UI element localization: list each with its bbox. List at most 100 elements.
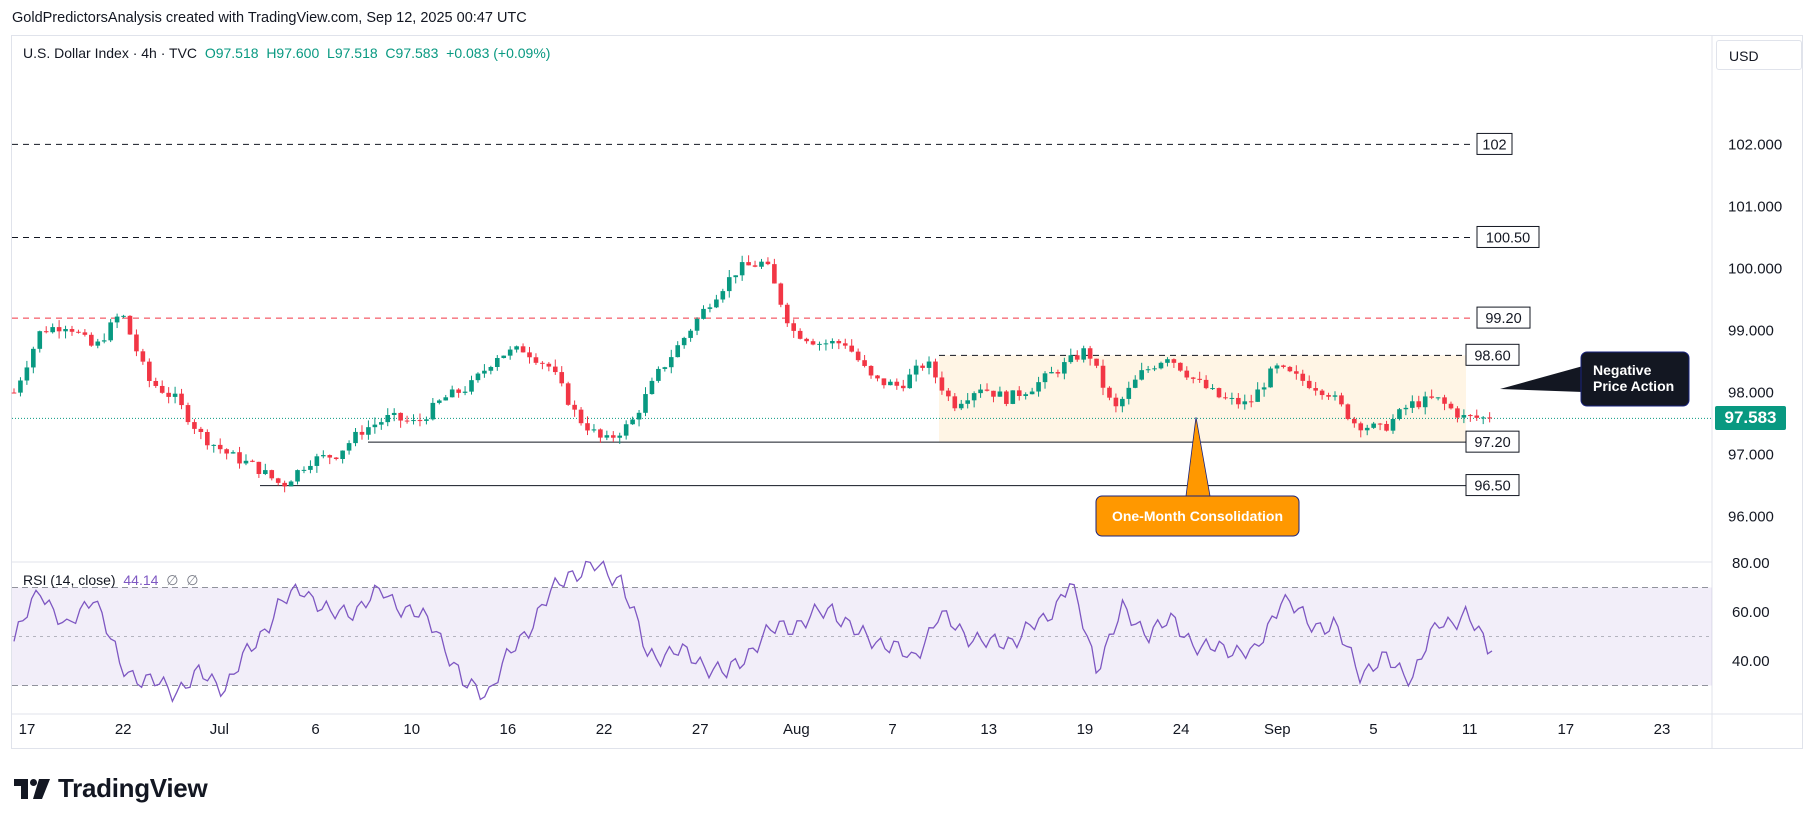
candle <box>1203 375 1209 390</box>
candle-body <box>1055 372 1061 374</box>
candle <box>1042 371 1048 389</box>
candle <box>772 258 777 284</box>
candle <box>585 416 590 436</box>
candle <box>1010 390 1016 405</box>
candle-body <box>301 469 307 471</box>
candle <box>1158 361 1164 370</box>
candle-body <box>1397 409 1402 420</box>
candle <box>501 355 507 359</box>
price-tick-label: 97.000 <box>1728 447 1774 464</box>
candle-body <box>430 402 436 420</box>
candle <box>333 457 339 461</box>
candle-body <box>1339 395 1344 405</box>
candle-body <box>1197 378 1202 380</box>
candle-body <box>263 470 268 474</box>
candle <box>1287 365 1293 373</box>
candle-body <box>56 327 62 332</box>
candle <box>37 330 43 353</box>
candle-body <box>1442 397 1447 404</box>
candle-body <box>894 381 900 386</box>
candle-body <box>810 341 816 345</box>
candle <box>1274 363 1280 374</box>
candle <box>366 420 371 440</box>
candle <box>1016 386 1022 401</box>
candle-body <box>1062 362 1067 374</box>
candle <box>1197 371 1202 383</box>
candle-body <box>269 470 275 479</box>
candle <box>1448 401 1454 410</box>
candle-body <box>714 299 719 308</box>
price-tick-label: 98.000 <box>1728 385 1774 402</box>
candle-body <box>1313 388 1318 391</box>
candle-body <box>192 422 197 429</box>
rsi-tick-label: 80.00 <box>1732 555 1770 572</box>
candle <box>1171 358 1177 368</box>
candle <box>95 338 101 349</box>
candle-body <box>321 455 326 457</box>
currency-unit-button[interactable]: USD <box>1716 40 1802 70</box>
candle-body <box>881 378 887 386</box>
candle <box>101 333 107 344</box>
candle-body <box>707 307 713 309</box>
candle <box>1345 403 1351 421</box>
candle <box>488 365 494 375</box>
candle-body <box>726 277 732 292</box>
tradingview-brand[interactable]: TradingView <box>14 773 208 804</box>
candle-body <box>1100 365 1106 388</box>
candle <box>578 407 584 426</box>
level-label: 98.60 <box>1474 348 1510 364</box>
candle <box>1410 395 1415 414</box>
candle-body <box>1358 423 1364 431</box>
candle <box>385 408 391 427</box>
candle <box>997 386 1003 397</box>
candle <box>1242 394 1248 410</box>
candle-body <box>256 461 262 474</box>
candle <box>546 362 552 372</box>
candle-body <box>514 346 519 350</box>
candle-body <box>591 429 597 431</box>
candle-body <box>533 357 539 363</box>
candle-body <box>230 452 236 454</box>
candle <box>1319 389 1325 400</box>
candle-body <box>926 361 932 368</box>
candle-body <box>875 375 880 379</box>
candle-body <box>340 450 345 459</box>
candle-body <box>604 435 610 438</box>
candle-body <box>282 482 287 487</box>
candle-body <box>1223 397 1228 399</box>
candle <box>958 399 964 411</box>
candle-body <box>1455 408 1460 418</box>
candle-body <box>333 457 339 459</box>
candle-body <box>1165 359 1170 363</box>
candle <box>82 329 88 337</box>
symbol-legend[interactable]: U.S. Dollar Index · 4h · TVC O97.518 H97… <box>23 45 550 61</box>
time-tick-label: 22 <box>596 721 613 738</box>
candle <box>379 418 384 430</box>
candle-body <box>1300 373 1306 381</box>
time-tick-label: 23 <box>1654 721 1671 738</box>
candle-body <box>1029 391 1035 395</box>
candle-body <box>456 389 461 393</box>
candle <box>159 380 165 394</box>
time-tick-label: 5 <box>1369 721 1377 738</box>
candle <box>643 387 648 417</box>
candle-body <box>630 419 635 425</box>
candle <box>733 275 739 284</box>
consolidation-callout-box <box>1095 495 1300 537</box>
rsi-legend[interactable]: RSI (14, close) 44.14 ∅ ∅ <box>23 572 198 589</box>
candle-body <box>1042 373 1048 383</box>
time-tick-label: 16 <box>500 721 517 738</box>
candle-body <box>76 331 81 333</box>
candle-body <box>1468 415 1473 417</box>
candle <box>1313 381 1318 396</box>
candle <box>623 420 629 440</box>
level-label-box <box>1476 225 1540 248</box>
candle <box>256 461 262 478</box>
candle <box>746 255 751 266</box>
candle <box>1210 384 1215 391</box>
candle-body <box>50 327 55 333</box>
candle-body <box>243 460 249 464</box>
candle-body <box>565 383 571 405</box>
candle-body <box>1126 387 1132 399</box>
